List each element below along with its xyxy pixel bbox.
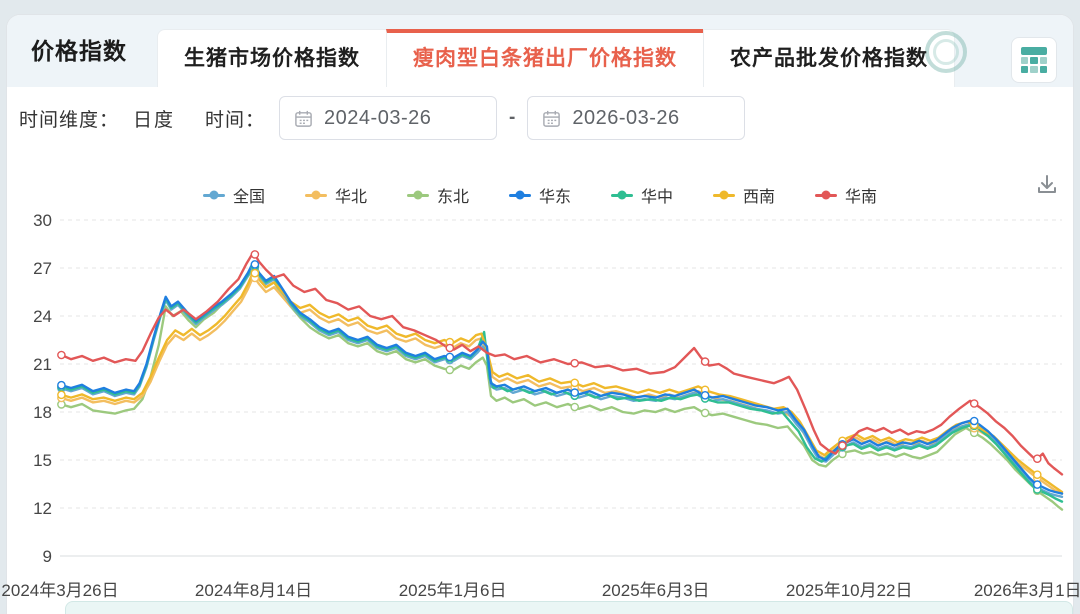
legend-marker-icon xyxy=(304,190,327,200)
legend-label: 东北 xyxy=(436,189,469,206)
tab-agri-wholesale-index[interactable]: 农产品批发价格指数 xyxy=(703,29,955,87)
legend-label: 华中 xyxy=(641,189,674,206)
legend-item-north-china[interactable]: 华北 xyxy=(304,183,367,207)
legend-marker-icon xyxy=(611,190,633,200)
legend-label: 华南 xyxy=(845,189,878,206)
header-bar: 价格指数 生猪市场价格指数 瘦肉型白条猪出厂价格指数 农产品批发价格指数 xyxy=(7,15,1073,87)
tab-label: 农产品批发价格指数 xyxy=(730,47,928,70)
legend-item-national[interactable]: 全国 xyxy=(202,183,265,207)
time-range-label: 时间： xyxy=(205,109,266,131)
calculator-button[interactable] xyxy=(1011,37,1057,83)
legend-item-east-china[interactable]: 华东 xyxy=(508,183,571,207)
main-panel: 价格指数 生猪市场价格指数 瘦肉型白条猪出厂价格指数 农产品批发价格指数 xyxy=(6,14,1074,614)
legend-marker-icon xyxy=(713,190,736,200)
calendar-icon xyxy=(295,110,312,127)
start-date-input[interactable]: 2024-03-26 xyxy=(279,96,498,140)
legend-item-south-china[interactable]: 华南 xyxy=(815,183,877,207)
legend-item-southwest[interactable]: 西南 xyxy=(713,183,775,207)
calculator-icon xyxy=(1021,47,1047,73)
legend-label: 西南 xyxy=(743,189,776,206)
legend-item-northeast[interactable]: 东北 xyxy=(406,183,469,207)
end-date-input[interactable]: 2026-03-26 xyxy=(527,96,746,140)
legend-label: 华北 xyxy=(334,189,367,206)
calendar-icon xyxy=(543,110,561,127)
tab-label: 生猪市场价格指数 xyxy=(184,47,360,70)
tab-lean-pork-factory-index[interactable]: 瘦肉型白条猪出厂价格指数 xyxy=(386,29,704,87)
tab-bar: 生猪市场价格指数 瘦肉型白条猪出厂价格指数 农产品批发价格指数 xyxy=(157,29,955,87)
download-icon[interactable] xyxy=(1033,171,1061,199)
legend-marker-icon xyxy=(508,190,531,200)
bottom-panel-edge xyxy=(65,601,1073,614)
legend-marker-icon xyxy=(406,190,429,200)
end-date-value: 2026-03-26 xyxy=(572,106,680,129)
legend-label: 华东 xyxy=(538,189,571,206)
time-dimension-label: 时间维度： xyxy=(19,109,120,131)
tab-pig-market-index[interactable]: 生猪市场价格指数 xyxy=(157,29,387,87)
legend-item-central-china[interactable]: 华中 xyxy=(611,183,673,207)
legend-label: 全国 xyxy=(232,189,265,206)
chart-legend: 全国 华北 东北 华东 华中 西南 华南 xyxy=(7,183,1073,207)
legend-marker-icon xyxy=(202,190,225,200)
filter-bar: 时间维度： 日度 时间： 2024-03-26 - xyxy=(7,87,1073,149)
date-range-separator: - xyxy=(509,107,516,128)
tab-label: 瘦肉型白条猪出厂价格指数 xyxy=(413,47,677,70)
legend-marker-icon xyxy=(815,190,838,200)
time-dimension-value[interactable]: 日度 xyxy=(133,109,176,131)
page-title: 价格指数 xyxy=(31,38,127,64)
start-date-value: 2024-03-26 xyxy=(324,106,432,129)
